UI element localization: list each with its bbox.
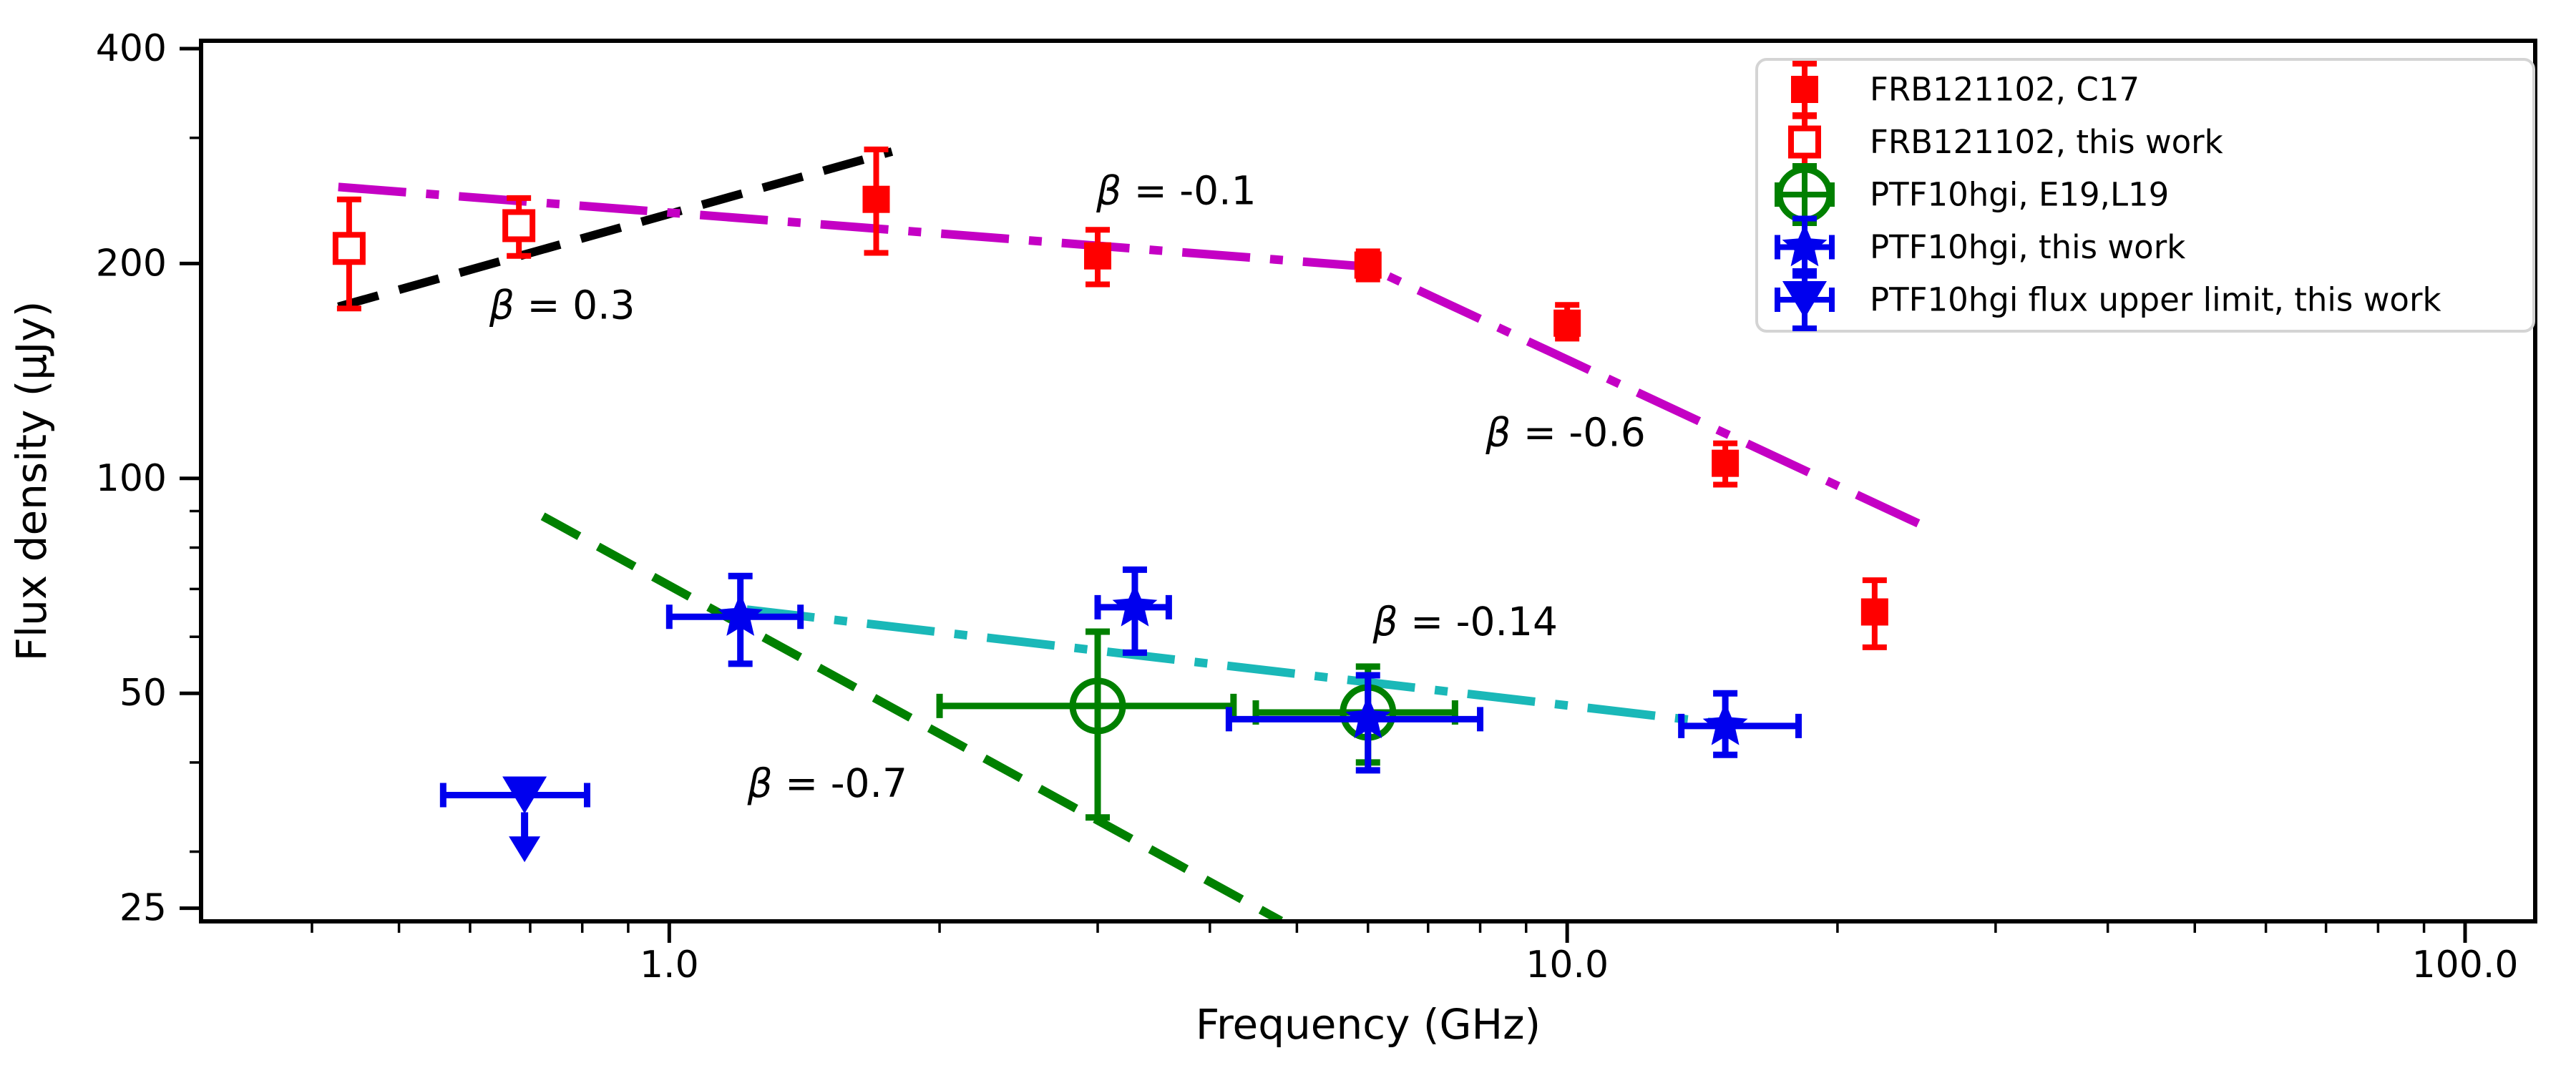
fit-line-beta-minus-0.14	[746, 605, 1726, 728]
y-tick-label-200: 200	[96, 242, 167, 285]
legend-label-4: PTF10hgi flux upper limit, this work	[1870, 281, 2441, 319]
annotation-beta-0: β = 0.3	[489, 282, 635, 328]
legend-label-0: FRB121102, C17	[1870, 71, 2140, 109]
marker-star-filled	[1782, 223, 1828, 267]
legend-marker-triangle-down-filled	[1775, 268, 1835, 331]
marker-square-filled	[1712, 449, 1740, 477]
y-axis-label: Flux density (μJy)	[7, 301, 56, 662]
series-ptf10hgi-e19-l19	[936, 628, 1458, 821]
x-tick-label-10.0: 10.0	[1526, 944, 1609, 986]
x-tick-label-1.0: 1.0	[640, 944, 699, 986]
annotation-beta-3: β = -0.14	[1372, 599, 1557, 645]
marker-star-filled	[1112, 583, 1158, 627]
legend-entry-3: PTF10hgi, this work	[1775, 215, 2185, 279]
x-tick-label-100.0: 100.0	[2412, 944, 2519, 986]
series-frb121102-this-work	[332, 195, 536, 312]
legend-entry-0: FRB121102, C17	[1791, 61, 2140, 118]
y-tick-label-100: 100	[96, 457, 167, 500]
fit-line-beta-plus-0.3	[337, 147, 894, 311]
y-tick-label-50: 50	[119, 672, 167, 715]
legend-label-2: PTF10hgi, E19,L19	[1870, 176, 2169, 214]
marker-star-filled	[1702, 702, 1748, 745]
legend-entry-1: FRB121102, this work	[1788, 113, 2223, 171]
marker-square-filled	[1354, 251, 1382, 279]
marker-star-filled	[1345, 695, 1391, 738]
y-tick-label-25: 25	[119, 887, 167, 930]
marker-square-filled	[862, 185, 890, 213]
annotation-beta-1: β = -0.1	[1096, 168, 1256, 214]
marker-square-filled	[1084, 242, 1112, 270]
series-ptf10hgi-flux-upper-limit-this-work	[439, 776, 590, 863]
series-frb121102-c17	[862, 146, 1888, 650]
marker-star-filled	[718, 593, 763, 636]
upper-limit-arrow-head	[509, 836, 541, 863]
fit-line-beta-minus-0.7	[540, 512, 1284, 923]
marker-square-filled	[1553, 309, 1581, 337]
legend-box	[1755, 58, 2535, 333]
marker-square-filled	[1860, 598, 1888, 626]
marker-square-open	[502, 209, 536, 242]
series-ptf10hgi-this-work	[665, 566, 1802, 774]
marker-square-open	[332, 232, 366, 265]
legend-entry-4: PTF10hgi flux upper limit, this work	[1775, 268, 2441, 331]
marker-circle-open	[1069, 677, 1126, 735]
y-tick-label-400: 400	[96, 27, 167, 70]
legend-label-1: FRB121102, this work	[1870, 123, 2223, 161]
marker-square-open	[1788, 125, 1821, 159]
legend: FRB121102, C17 FRB121102, this work PTF10h…	[1755, 58, 2535, 333]
legend-marker-circle-open	[1775, 163, 1835, 226]
marker-triangle-down	[1782, 281, 1827, 318]
x-axis-label: Frequency (GHz)	[1196, 1000, 1541, 1049]
legend-marker-star-filled	[1775, 215, 1835, 279]
annotation-beta-2: β = -0.6	[1485, 409, 1645, 455]
plot-area	[332, 146, 1936, 923]
annotation-beta-4: β = -0.7	[747, 760, 907, 806]
legend-label-3: PTF10hgi, this work	[1870, 228, 2185, 266]
legend-entry-2: PTF10hgi, E19,L19	[1775, 163, 2169, 226]
marker-square-filled	[1791, 76, 1818, 103]
marker-triangle-down	[502, 776, 547, 814]
